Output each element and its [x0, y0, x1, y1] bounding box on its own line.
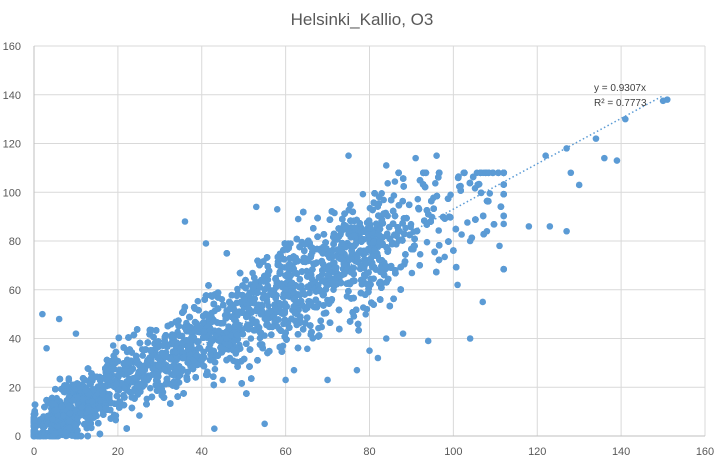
data-point — [441, 253, 449, 261]
y-tick-label: 120 — [3, 139, 21, 151]
data-point — [328, 208, 336, 215]
data-point — [143, 395, 151, 403]
data-point — [408, 269, 416, 277]
y-tick-label: 40 — [9, 334, 21, 346]
y-tick-label: 0 — [15, 431, 21, 443]
data-point — [370, 275, 378, 283]
data-point — [200, 348, 207, 356]
data-point — [172, 348, 180, 356]
data-point — [486, 190, 494, 197]
x-tick-label: 60 — [280, 446, 292, 458]
data-point — [96, 430, 104, 438]
data-point — [184, 368, 191, 376]
data-point — [309, 266, 316, 273]
data-point — [330, 240, 337, 248]
data-point — [402, 251, 409, 258]
data-point — [315, 324, 322, 332]
data-point — [431, 248, 438, 256]
data-point — [413, 227, 421, 235]
y-tick-label: 160 — [3, 41, 21, 53]
data-point — [362, 311, 370, 318]
x-tick-label: 80 — [363, 446, 375, 458]
data-point — [444, 195, 452, 202]
data-point — [65, 376, 73, 384]
data-point — [41, 403, 48, 411]
data-point — [383, 230, 391, 238]
y-tick-label: 100 — [3, 187, 21, 199]
data-point — [326, 216, 334, 223]
data-point — [458, 231, 465, 238]
data-point — [123, 425, 130, 432]
data-point — [359, 190, 367, 198]
data-point — [136, 412, 143, 419]
chart-title: Helsinki_Kallio, O3 — [291, 10, 434, 29]
data-point — [432, 180, 439, 187]
data-point — [293, 235, 301, 243]
data-point — [391, 178, 399, 185]
data-point — [495, 169, 502, 177]
data-point — [464, 219, 471, 226]
data-point — [423, 238, 431, 246]
x-tick-label: 160 — [696, 446, 714, 458]
data-point — [401, 258, 409, 265]
data-point — [345, 287, 352, 295]
data-point — [247, 335, 255, 342]
data-point — [414, 195, 422, 203]
data-point — [155, 373, 162, 380]
data-point — [174, 393, 181, 400]
data-point — [304, 345, 311, 353]
x-tick-label: 120 — [528, 446, 546, 458]
data-point — [407, 223, 414, 230]
data-point — [435, 227, 443, 234]
data-point — [254, 357, 261, 364]
x-tick-label: 20 — [112, 446, 124, 458]
data-points — [30, 96, 671, 440]
data-point — [31, 401, 39, 409]
data-point — [390, 295, 397, 303]
data-point — [147, 384, 154, 392]
data-point — [56, 375, 64, 383]
data-point — [472, 216, 479, 223]
data-point — [170, 378, 178, 386]
y-tick-label: 80 — [9, 236, 21, 248]
data-point — [363, 305, 371, 313]
data-point — [433, 268, 440, 276]
data-point — [369, 206, 376, 214]
data-point — [433, 192, 441, 200]
data-point — [112, 348, 120, 356]
y-tick-label: 60 — [9, 285, 21, 297]
y-tick-label: 140 — [3, 90, 21, 102]
data-point — [175, 379, 183, 386]
data-point — [211, 365, 219, 373]
x-tick-label: 140 — [612, 446, 630, 458]
data-point — [336, 325, 343, 333]
data-point — [272, 275, 279, 283]
data-point — [416, 251, 424, 258]
data-point — [239, 330, 247, 338]
data-point — [109, 342, 117, 349]
y-tick-label: 20 — [9, 382, 21, 394]
data-point — [194, 297, 202, 305]
data-point — [302, 320, 309, 327]
x-tick-label: 0 — [31, 446, 37, 458]
data-point — [139, 352, 146, 359]
x-tick-label: 40 — [196, 446, 208, 458]
axes: 0 20 40 60 80 100 120 140 160 0 20 40 60 80 100 120 140 1… — [3, 41, 715, 458]
data-point — [384, 180, 392, 187]
data-point — [167, 400, 174, 407]
data-point — [296, 276, 304, 283]
x-tick-label: 100 — [444, 446, 462, 458]
